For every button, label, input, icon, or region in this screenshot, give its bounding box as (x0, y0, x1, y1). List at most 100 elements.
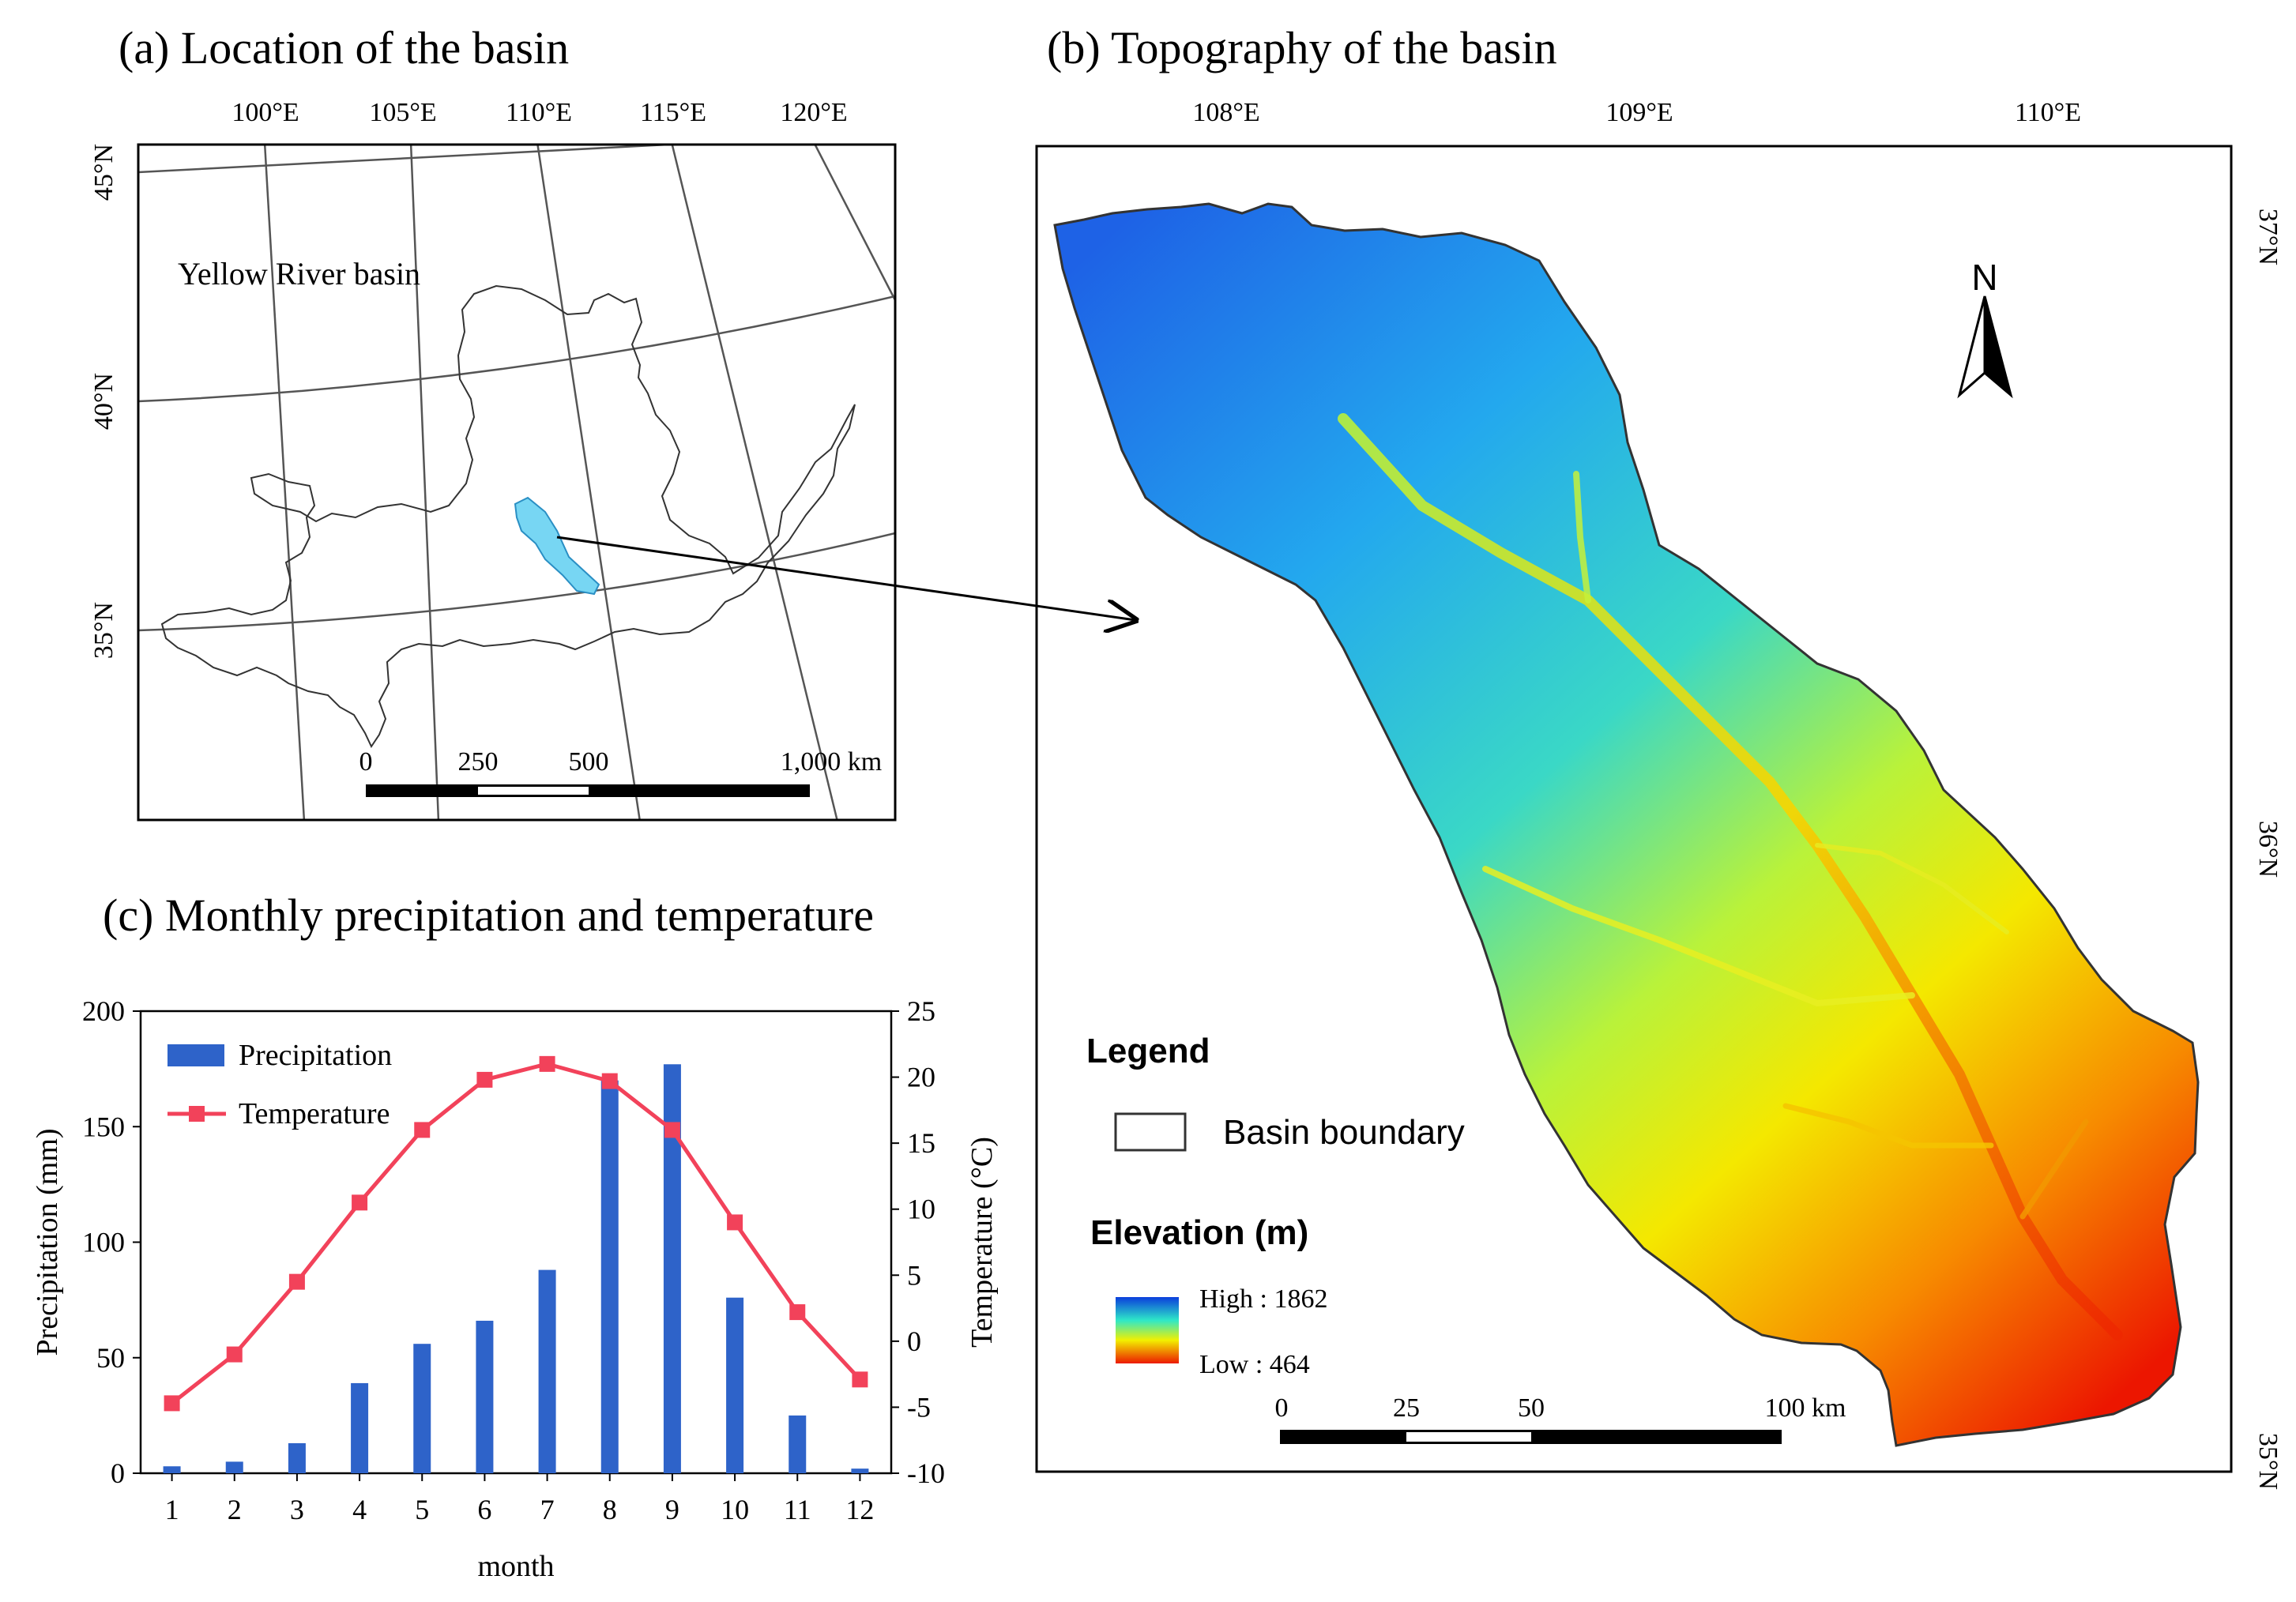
scale-a-label-0: 0 (359, 747, 373, 777)
y-right-tick-label: 20 (907, 1062, 935, 1093)
lon-label-a-0: 100°E (231, 98, 299, 127)
precip-bar (663, 1064, 681, 1473)
y-right-tick-label: 15 (907, 1127, 935, 1159)
lat-label-b-0: 37°N (2253, 209, 2283, 265)
temperature-point (539, 1055, 555, 1072)
x-tick-label: 2 (228, 1494, 242, 1525)
pointer-arrow (556, 536, 1135, 620)
scale-bar-b: 0 25 50 100 km (1275, 1393, 1846, 1444)
legend-b: Legend Basin boundary Elevation (m) High… (1086, 1032, 1465, 1379)
map-frame-a (137, 143, 897, 822)
temperature-point (226, 1346, 243, 1363)
y-right-tick-label: 5 (907, 1259, 921, 1291)
temperature-point (664, 1122, 680, 1138)
scale-a-label-2: 500 (569, 747, 609, 777)
temperature-point (352, 1194, 368, 1211)
y-right-tick-label: -5 (907, 1391, 931, 1423)
legend-temp-marker (189, 1106, 205, 1122)
temperature-point (852, 1371, 868, 1388)
scale-b-label-1: 25 (1393, 1393, 1420, 1423)
panel-c-title: (c) Monthly precipitation and temperatur… (103, 889, 874, 941)
temperature-point (789, 1304, 806, 1321)
x-tick-label: 4 (352, 1494, 367, 1525)
precip-bar (476, 1320, 494, 1473)
temperature-point (414, 1122, 431, 1138)
precip-bar (789, 1415, 807, 1473)
lon-label-a-3: 115°E (640, 98, 706, 127)
x-tick-label: 6 (477, 1494, 491, 1525)
scale-b-label-2: 50 (1518, 1393, 1545, 1423)
precip-bar (225, 1461, 243, 1473)
basin-elevation-map (1053, 202, 2200, 1447)
precip-bar (726, 1297, 744, 1473)
y-right-tick-label: 25 (907, 995, 935, 1027)
elevation-legend-title: Elevation (m) (1090, 1213, 1308, 1252)
lon-label-a-4: 120°E (780, 98, 847, 127)
lon-label-b-2: 110°E (2015, 98, 2081, 127)
x-tick-label: 9 (665, 1494, 679, 1525)
legend-title: Legend (1086, 1032, 1210, 1070)
map-frame-b (1035, 145, 2233, 1473)
study-basin-highlight (514, 496, 600, 596)
north-arrow: N (1957, 257, 2013, 399)
graticule-a (138, 145, 895, 820)
temperature-point (727, 1214, 743, 1231)
y-right-tick-label: 0 (907, 1326, 921, 1357)
scale-b-label-0: 0 (1275, 1393, 1289, 1423)
lat-label-a-0: 45°N (89, 144, 119, 201)
precip-bar (163, 1466, 181, 1473)
x-tick-label: 7 (540, 1494, 555, 1525)
temperature-point (288, 1273, 305, 1290)
x-tick-label: 1 (165, 1494, 179, 1525)
x-tick-label: 10 (721, 1494, 749, 1525)
north-arrow-label: N (1971, 257, 1997, 298)
y-left-tick-label: 0 (111, 1457, 125, 1489)
basin-boundary-label: Basin boundary (1223, 1113, 1465, 1152)
basin-boundary-swatch (1114, 1112, 1187, 1152)
temperature-line (171, 1062, 862, 1405)
panel-a-title: (a) Location of the basin (119, 22, 569, 73)
elevation-low-label: Low : 464 (1199, 1350, 1310, 1379)
elevation-high-label: High : 1862 (1199, 1284, 1327, 1314)
y-right-tick-label: 10 (907, 1194, 935, 1225)
lon-label-b-0: 108°E (1192, 98, 1259, 127)
lon-label-a-2: 110°E (506, 98, 572, 127)
yellow-river-basin-label: Yellow River basin (178, 256, 420, 291)
temperature-point (476, 1071, 493, 1088)
scale-a-label-3: 1,000 km (781, 747, 882, 777)
x-tick-label: 12 (845, 1494, 874, 1525)
y-left-tick-label: 100 (82, 1227, 125, 1258)
temperature-point (164, 1395, 180, 1412)
lat-label-a-2: 35°N (89, 602, 119, 659)
precip-bar (600, 1080, 619, 1473)
y-left-axis-label: Precipitation (mm) (31, 1128, 64, 1356)
panel-a: (a) Location of the basin 100°E 105°E 11… (89, 22, 897, 822)
y-right-axis-label: Temperature (°C) (965, 1137, 999, 1348)
precip-bar (413, 1344, 431, 1473)
panel-c: (c) Monthly precipitation and temperatur… (31, 889, 999, 1583)
lat-label-a-1: 40°N (89, 373, 119, 430)
lat-label-b-2: 35°N (2253, 1433, 2283, 1490)
y-left-tick-label: 200 (82, 995, 125, 1027)
x-tick-label: 11 (784, 1494, 811, 1525)
elevation-color-ramp (1116, 1297, 1179, 1363)
precip-bar (851, 1468, 869, 1473)
legend-precip-swatch (167, 1044, 224, 1066)
scale-b-label-3: 100 km (1765, 1393, 1846, 1423)
legend-precip-label: Precipitation (239, 1039, 392, 1072)
lon-label-b-1: 109°E (1605, 98, 1673, 127)
panel-b: (b) Topography of the basin 108°E 109°E … (1035, 22, 2283, 1490)
chart-plot-frame (139, 1010, 893, 1475)
x-tick-label: 3 (290, 1494, 304, 1525)
temperature-point (601, 1073, 618, 1089)
legend-temp-label: Temperature (239, 1097, 390, 1130)
precip-bar (351, 1382, 369, 1473)
scale-bar-a: 0 250 500 1,000 km (359, 747, 882, 797)
x-tick-label: 8 (603, 1494, 617, 1525)
y-left-tick-label: 50 (96, 1342, 125, 1374)
x-axis-label: month (477, 1550, 554, 1583)
yellow-river-basin-outline (160, 284, 856, 749)
scale-a-label-1: 250 (458, 747, 499, 777)
